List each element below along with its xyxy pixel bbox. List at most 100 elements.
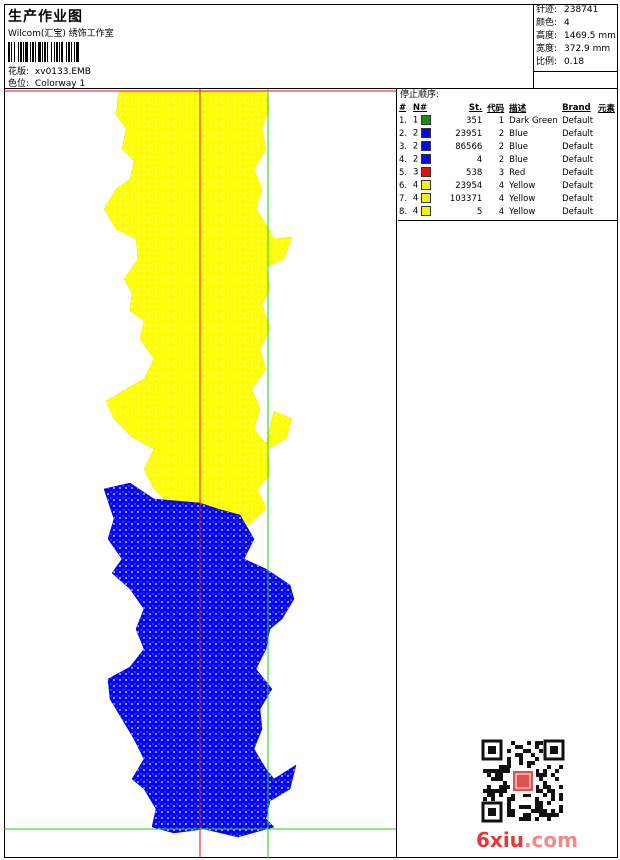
row-element	[597, 166, 616, 179]
table-row: 8. 4 5 4 Yellow Default	[398, 205, 616, 218]
barcode-icon	[8, 42, 79, 62]
row-index: 2.	[399, 128, 408, 139]
col-code: 代码	[487, 103, 505, 114]
stat-colors: 颜色: 4	[536, 18, 570, 28]
color-swatch-icon	[420, 154, 431, 165]
row-index: 5.	[399, 167, 408, 178]
row-description: Yellow	[509, 206, 536, 217]
row-element	[597, 179, 616, 192]
table-row: 7. 4 103371 4 Yellow Default	[398, 192, 616, 205]
stop-sequence-table: # N# St. 代码 描述 Brand 元素 1. 1 351 1 Dark Gre…	[398, 101, 616, 218]
row-index: 7.	[399, 193, 408, 204]
color-swatch-icon	[420, 206, 431, 217]
company-name: Wilcom(汇宝) 绣饰工作室	[8, 29, 114, 39]
row-stitches: 23954	[455, 180, 483, 191]
col-needle: N#	[412, 102, 428, 113]
row-stitches: 103371	[449, 193, 483, 204]
row-code: 3	[498, 167, 505, 178]
row-brand: Default	[562, 180, 594, 191]
row-stitches: 4	[476, 154, 483, 165]
row-stitches: 86566	[455, 141, 483, 152]
row-description: Blue	[509, 154, 528, 165]
page-frame	[4, 4, 618, 858]
row-brand: Default	[562, 193, 594, 204]
row-brand: Default	[562, 206, 594, 217]
row-brand: Default	[562, 115, 594, 126]
row-brand: Default	[562, 128, 594, 139]
row-needle: 4	[412, 205, 432, 218]
row-code: 4	[498, 206, 505, 217]
page-title: 生产作业图	[8, 9, 83, 25]
stat-height: 高度: 1469.5 mm	[536, 31, 616, 41]
table-row: 6. 4 23954 4 Yellow Default	[398, 179, 616, 192]
stat-scale: 比例: 0.18	[536, 57, 585, 67]
stop-sequence-panel: 停止顺序: # N# St. 代码 描述 Brand 元素 1. 1 351 1 Da…	[398, 89, 618, 221]
row-needle: 2	[412, 127, 432, 140]
row-brand: Default	[562, 154, 594, 165]
color-swatch-icon	[420, 128, 431, 139]
row-code: 4	[498, 193, 505, 204]
row-needle: 3	[412, 166, 432, 179]
row-stitches: 538	[466, 167, 483, 178]
row-index: 1.	[399, 115, 408, 126]
header-panel: 生产作业图 Wilcom(汇宝) 绣饰工作室 花版: xv0133.EMB 色位…	[4, 4, 534, 89]
color-swatch-icon	[420, 141, 431, 152]
row-stitches: 351	[466, 115, 483, 126]
color-swatch-icon	[420, 115, 431, 126]
table-row: 3. 2 86566 2 Blue Default	[398, 140, 616, 153]
header-divider	[4, 88, 618, 89]
color-swatch-icon	[420, 167, 431, 178]
col-description: 描述	[509, 103, 527, 114]
row-needle: 2	[412, 153, 432, 166]
row-needle: 4	[412, 192, 432, 205]
row-needle: 1	[412, 114, 432, 127]
yellow-motif	[103, 90, 293, 530]
design-row: 花版: xv0133.EMB	[8, 64, 91, 77]
row-code: 2	[498, 141, 505, 152]
table-row: 5. 3 538 3 Red Default	[398, 166, 616, 179]
col-element: 元素	[597, 103, 615, 114]
colorway-value: Colorway 1	[34, 79, 86, 89]
row-description: Blue	[509, 128, 528, 139]
embroidery-design-image	[4, 89, 396, 858]
row-element	[597, 192, 616, 205]
row-needle: 2	[412, 140, 432, 153]
row-description: Blue	[509, 141, 528, 152]
table-row: 2. 2 23951 2 Blue Default	[398, 127, 616, 140]
row-code: 1	[498, 115, 505, 126]
stat-stitches: 针迹: 238741	[536, 5, 599, 15]
row-description: Yellow	[509, 193, 536, 204]
table-row: 4. 2 4 2 Blue Default	[398, 153, 616, 166]
row-element	[597, 127, 616, 140]
row-index: 8.	[399, 206, 408, 217]
row-element	[597, 140, 616, 153]
row-needle: 4	[412, 179, 432, 192]
row-code: 2	[498, 128, 505, 139]
row-code: 4	[498, 180, 505, 191]
design-preview	[4, 89, 397, 858]
stats-panel: 针迹: 238741 颜色: 4 高度: 1469.5 mm 宽度: 372.9 mm …	[534, 4, 618, 72]
row-index: 4.	[399, 154, 408, 165]
row-element	[597, 205, 616, 218]
table-row: 1. 1 351 1 Dark Green Default	[398, 114, 616, 127]
col-index: #	[399, 102, 407, 113]
site-watermark: 6xiu.com	[476, 828, 578, 852]
row-stitches: 23951	[455, 128, 483, 139]
row-description: Dark Green	[509, 115, 558, 126]
row-code: 2	[498, 154, 505, 165]
row-element	[597, 114, 616, 127]
row-index: 3.	[399, 141, 408, 152]
row-description: Red	[509, 167, 526, 178]
row-stitches: 5	[476, 206, 483, 217]
seal-logo-icon	[513, 771, 533, 791]
row-brand: Default	[562, 141, 594, 152]
color-swatch-icon	[420, 180, 431, 191]
stop-sequence-title: 停止顺序:	[400, 90, 440, 100]
colorway-label: 色位:	[8, 79, 30, 89]
color-swatch-icon	[420, 193, 431, 204]
col-brand: Brand	[562, 102, 591, 113]
design-label: 花版:	[8, 67, 30, 77]
row-brand: Default	[562, 167, 594, 178]
colorway-row: 色位: Colorway 1	[8, 76, 85, 89]
qr-code-icon	[480, 738, 566, 824]
